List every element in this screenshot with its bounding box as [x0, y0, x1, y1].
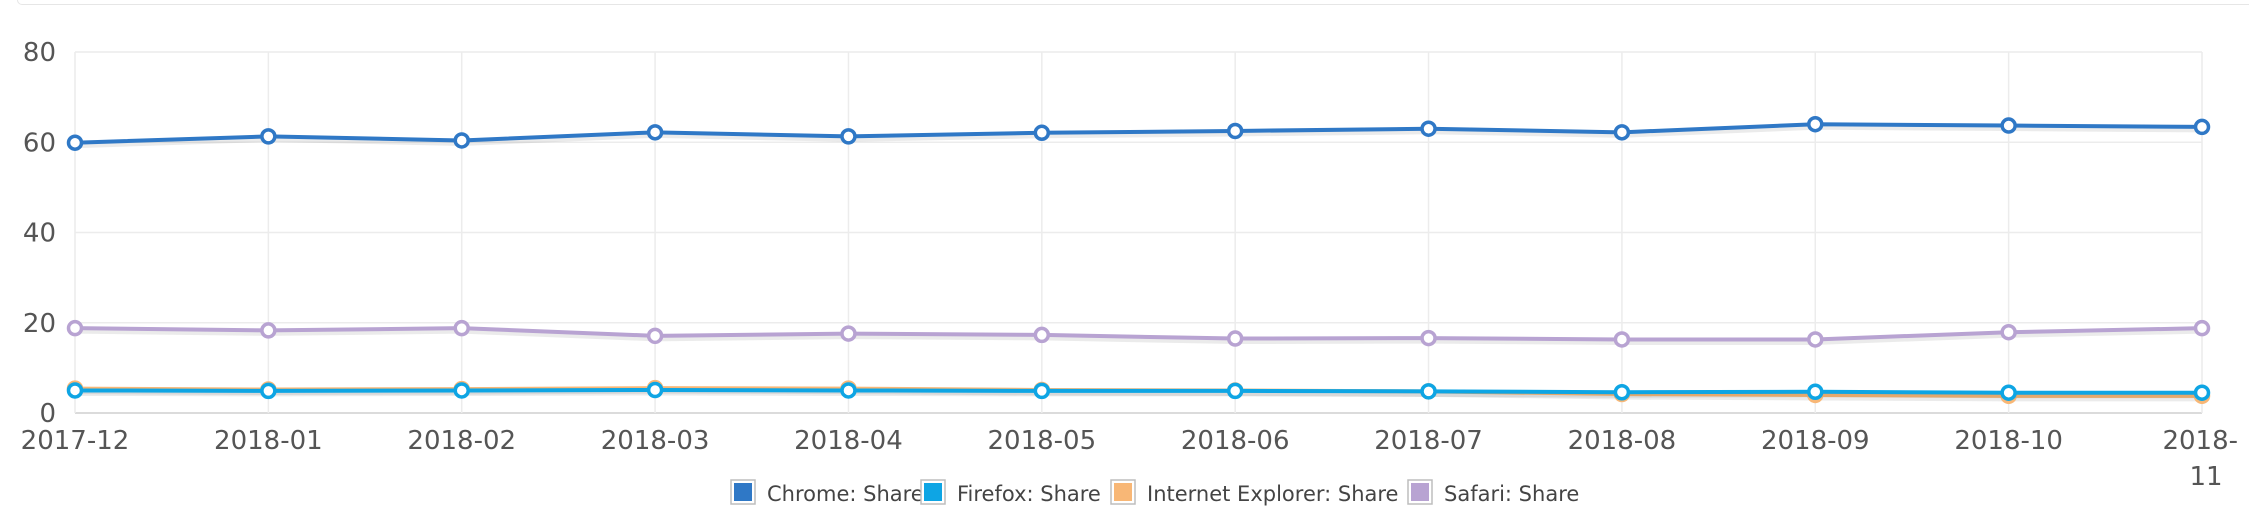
series-line [74, 326, 2203, 342]
data-point[interactable] [66, 134, 84, 151]
data-point[interactable] [646, 327, 664, 345]
data-point[interactable] [1613, 124, 1631, 141]
data-point[interactable] [453, 382, 470, 399]
legend-label[interactable]: Safari: Share [1444, 482, 1579, 506]
data-point[interactable] [2000, 117, 2017, 134]
legend-swatch[interactable] [924, 483, 942, 501]
data-point[interactable] [1226, 122, 1244, 140]
data-point[interactable] [1807, 115, 1824, 133]
legend-swatch[interactable] [1114, 483, 1132, 501]
data-point[interactable] [1613, 331, 1631, 348]
data-point[interactable] [1420, 383, 1437, 400]
data-point[interactable] [1807, 331, 1824, 348]
legend: Chrome: Share Firefox: Share Internet Expl… [730, 479, 1579, 506]
data-point[interactable] [66, 382, 84, 399]
data-point[interactable] [840, 325, 857, 342]
x-tick-label-wrap: 11 [2189, 462, 2222, 492]
grid [74, 51, 2203, 414]
y-tick-label: 60 [23, 128, 56, 158]
y-tick-label: 40 [23, 219, 56, 249]
data-point[interactable] [2193, 384, 2211, 401]
data-point[interactable] [840, 382, 857, 399]
legend-swatch[interactable] [734, 483, 752, 501]
data-point[interactable] [2193, 118, 2211, 136]
x-tick-label: 2018-10 [1954, 426, 2063, 456]
data-point[interactable] [646, 381, 664, 399]
x-tick-label: 2018- [2162, 426, 2238, 456]
x-axis: 2017-12 2018-01 2018-02 2018-03 2018-04 2018-… [21, 426, 2238, 492]
data-point[interactable] [646, 124, 664, 141]
x-tick-label: 2018-09 [1761, 426, 1870, 456]
series-line [74, 122, 2203, 145]
x-tick-label: 2018-05 [987, 426, 1096, 456]
legend-label[interactable]: Internet Explorer: Share [1147, 482, 1398, 506]
y-tick-label: 20 [23, 309, 56, 339]
series-line [74, 387, 2202, 395]
data-point[interactable] [1613, 383, 1631, 401]
data-point[interactable] [840, 128, 857, 145]
top-panel-edge [17, 0, 2249, 5]
data-point[interactable] [2193, 319, 2211, 337]
series-line-shadow [74, 390, 2202, 399]
data-point[interactable] [1420, 329, 1437, 347]
x-tick-label: 2018-04 [794, 426, 903, 456]
series-line-shadow [74, 124, 2203, 149]
data-point[interactable] [1033, 326, 1051, 344]
data-point[interactable] [1807, 383, 1824, 401]
x-tick-label: 2018-01 [214, 426, 323, 456]
data-point[interactable] [1420, 120, 1437, 137]
x-tick-label: 2018-02 [407, 426, 516, 456]
x-tick-label: 2018-08 [1568, 426, 1677, 456]
y-tick-label: 80 [23, 38, 56, 68]
y-axis: 0 20 40 60 80 [23, 38, 56, 429]
x-tick-label: 2017-12 [21, 426, 130, 456]
data-point[interactable] [453, 319, 470, 337]
legend-swatch[interactable] [1411, 483, 1429, 501]
series-line-shadow [74, 328, 2203, 345]
y-tick-label: 0 [39, 399, 56, 429]
legend-label[interactable]: Chrome: Share [767, 482, 924, 506]
data-point[interactable] [1033, 124, 1051, 142]
data-point[interactable] [260, 382, 277, 400]
data-point[interactable] [1226, 382, 1244, 400]
data-point[interactable] [2000, 384, 2017, 401]
data-point[interactable] [260, 322, 277, 339]
data-point[interactable] [1226, 330, 1244, 347]
x-tick-label: 2018-06 [1181, 426, 1290, 456]
data-point[interactable] [1033, 382, 1051, 400]
x-tick-label: 2018-03 [601, 426, 710, 456]
data-point[interactable] [453, 132, 470, 149]
data-point[interactable] [2000, 323, 2017, 341]
series-layer [66, 115, 2211, 405]
legend-label[interactable]: Firefox: Share [957, 482, 1101, 506]
data-point[interactable] [260, 128, 277, 145]
x-tick-label: 2018-07 [1374, 426, 1483, 456]
data-point[interactable] [66, 319, 84, 337]
